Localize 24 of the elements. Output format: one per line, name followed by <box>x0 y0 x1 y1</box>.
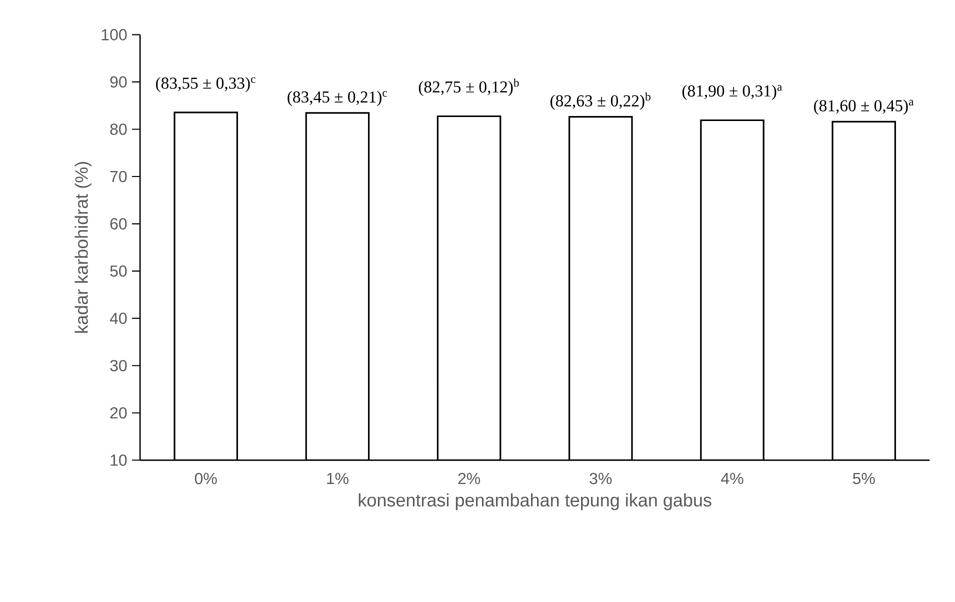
y-tick-label: 10 <box>110 454 127 466</box>
x-axis-title: konsentrasi penambahan tepung ikan gabus <box>358 494 712 510</box>
data-label: (83,45 ± 0,21)$^{c}$ <box>288 91 387 106</box>
x-tick-label: 5% <box>852 473 875 484</box>
y-tick-label: 30 <box>110 360 127 372</box>
data-label: (82,63 ± 0,22)$^{b}$ <box>550 92 650 110</box>
x-tick-label: 4% <box>721 473 744 484</box>
y-tick-label: 40 <box>110 312 127 324</box>
x-tick-label: 3% <box>590 473 612 484</box>
y-tick-label: 100 <box>102 29 127 41</box>
y-tick-label: 90 <box>110 76 127 88</box>
y-tick-label: 50 <box>110 266 127 277</box>
x-tick-label: 1% <box>327 473 348 484</box>
x-tick-label: 2% <box>458 473 480 484</box>
y-tick-label: 70 <box>110 171 127 182</box>
y-tick-label: 60 <box>110 218 127 230</box>
y-tick-label: 20 <box>110 407 127 419</box>
data-label: (83,55 ± 0,33)$^{c}$ <box>156 77 256 92</box>
x-tick-label: 0% <box>194 473 217 484</box>
data-label: (81,60 ± 0,45)$^{a}$ <box>814 100 914 115</box>
y-tick-label: 80 <box>110 124 127 136</box>
data-label: (81,90 ± 0,31)$^{a}$ <box>682 85 782 100</box>
data-label: (82,75 ± 0,12)$^{b}$ <box>418 78 519 96</box>
y-axis-title: kadar karbohidrat (%) <box>74 162 92 334</box>
